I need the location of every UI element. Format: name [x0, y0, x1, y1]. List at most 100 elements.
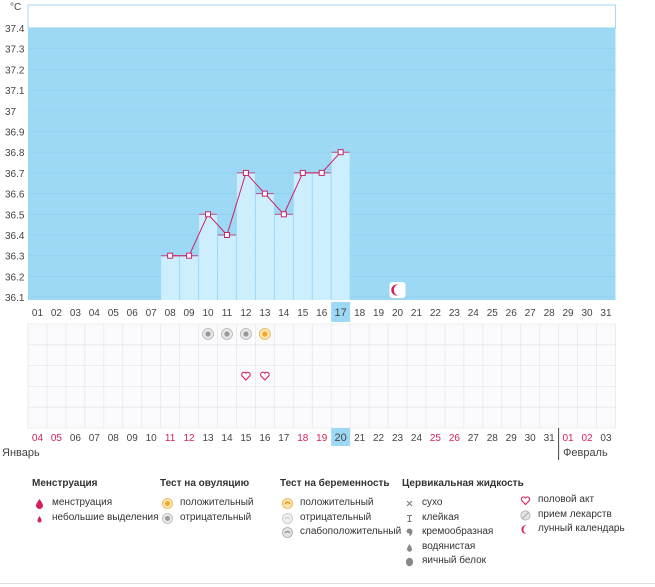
test-icon-core [243, 331, 249, 337]
temperature-point [280, 211, 287, 218]
temperature-bar [255, 193, 274, 300]
y-tick-label: 36.1 [5, 293, 25, 304]
temperature-point [261, 190, 268, 197]
calendar-date-label: 03 [600, 433, 612, 444]
temperature-point [167, 252, 174, 259]
pregnancy-weak-icon [282, 527, 293, 539]
legend-row-ovulation-negative: отрицательный [160, 511, 253, 526]
calendar-date-label: 31 [544, 433, 556, 444]
test-icon-core [224, 331, 230, 337]
cycle-day-label: 11 [222, 308, 233, 319]
y-tick-label: 36.4 [5, 231, 25, 242]
calendar-date-label: 07 [89, 433, 101, 444]
cycle-day-label: 06 [127, 308, 139, 319]
y-axis-ticks: 37.4 37.3 37.2 37.1 37 36.9 36.8 36.7 36.6 36.5 36… [5, 24, 25, 304]
y-tick-label: 36.8 [5, 148, 25, 159]
cycle-day-label: 22 [430, 308, 442, 319]
calendar-date-label: 24 [411, 433, 423, 444]
y-tick-label: 37.1 [5, 86, 25, 97]
legend-row-intercourse: половой акт [518, 493, 625, 508]
calendar-date-label: 09 [127, 433, 139, 444]
cycle-day-labels: 01 02 03 04 05 06 07 08 09 10 11 12 13 14 15 16 17 18 19 20… [32, 302, 612, 322]
test-icon-core [205, 331, 211, 337]
temperature-point [205, 211, 212, 218]
legend-row-moon: лунный календарь [518, 522, 625, 537]
cycle-day-label: 13 [259, 308, 271, 319]
calendar-date-label: 16 [259, 433, 271, 444]
footer-divider [0, 583, 655, 584]
legend-ovulation-title: Тест на овуляцию [160, 478, 250, 489]
temperature-line [167, 149, 406, 298]
calendar-date-label: 21 [354, 433, 366, 444]
cycle-day-label: 15 [297, 308, 309, 319]
legend-label: сухо [422, 497, 443, 508]
cycle-day-label: 16 [316, 308, 328, 319]
temperature-bar [161, 255, 180, 300]
legend-row-medication: прием лекарств [518, 508, 625, 523]
legend-menstruation-title: Менструация [32, 478, 98, 489]
y-tick-label: 36.6 [5, 190, 25, 201]
legend-row-pregnancy-positive: положительный [280, 496, 401, 511]
event-grid-background [28, 324, 616, 428]
cycle-day-label: 02 [51, 308, 63, 319]
legend-label: слабоположительный [300, 526, 402, 538]
pregnancy-positive-icon [282, 498, 293, 509]
temperature-bars [161, 151, 350, 300]
calendar-date-label: 25 [430, 433, 442, 444]
legend-ovulation: Тест на овуляцию положительный отрицател… [160, 478, 253, 525]
calendar-date-label: 22 [373, 433, 385, 444]
legend-row-sticky: клейкая [402, 511, 524, 526]
cycle-day-label: 10 [202, 308, 214, 319]
y-tick-label: 37.2 [5, 65, 25, 76]
temperature-point [337, 149, 344, 156]
temperature-bar [199, 214, 217, 300]
cycle-day-label: 28 [544, 308, 556, 319]
cycle-day-label: 01 [32, 308, 44, 319]
moon-icon [521, 525, 527, 535]
legend-cervical-title: Цервикальная жидкость [402, 478, 524, 489]
y-tick-label: 37.3 [5, 45, 25, 56]
y-tick-label: 37 [5, 107, 17, 118]
test-icon-core [262, 331, 268, 337]
legend-label: прием лекарств [538, 508, 612, 520]
temperature-point [186, 252, 193, 259]
legend-label: половой акт [538, 494, 595, 505]
cycle-day-label: 17 [335, 307, 347, 319]
temperature-point [299, 169, 306, 176]
bbt-chart: °C 37.4 37.3 37.2 37.1 37 36.9 36.8 36.7 36.6 36.… [2, 2, 616, 460]
calendar-date-label: 12 [184, 433, 196, 444]
plot-top-margin [27, 4, 616, 29]
temperature-point [223, 232, 230, 238]
legend-row-dry: сухо [402, 496, 524, 511]
calendar-date-label: 10 [146, 433, 158, 444]
cycle-day-label: 07 [146, 308, 158, 319]
y-tick-label: 36.9 [5, 128, 25, 139]
calendar-date-label: 04 [32, 433, 44, 444]
cycle-day-label: 24 [468, 308, 480, 319]
legend-label: отрицательный [300, 511, 372, 523]
temperature-bar [274, 214, 293, 300]
temperature-bar [180, 255, 199, 300]
heart-icon [241, 371, 251, 381]
calendar-date-highlight [331, 428, 351, 446]
legend-row-small-discharge: небольшие выделения [32, 511, 159, 526]
calendar-date-label: 28 [487, 433, 499, 444]
event-markers [202, 328, 271, 381]
legend-label: небольшие выделения [52, 511, 159, 523]
cycle-day-label: 26 [506, 308, 518, 319]
calendar-date-label: 08 [108, 433, 120, 444]
temperature-point [242, 169, 249, 176]
moon-icon [391, 284, 400, 296]
dry-icon [406, 500, 413, 507]
legend-label: кремообразная [422, 526, 494, 538]
y-tick-label: 36.7 [5, 169, 25, 180]
calendar-date-label: 17 [278, 433, 290, 444]
calendar-date-label: 20 [335, 432, 347, 444]
positive-test-icon [162, 498, 173, 509]
sticky-icon [407, 514, 412, 522]
y-tick-label: 36.5 [5, 210, 25, 221]
cycle-day-label: 27 [525, 308, 537, 319]
calendar-date-label: 05 [51, 433, 63, 444]
legend-label: положительный [180, 497, 254, 508]
legend-label: яичный белок [422, 555, 487, 567]
